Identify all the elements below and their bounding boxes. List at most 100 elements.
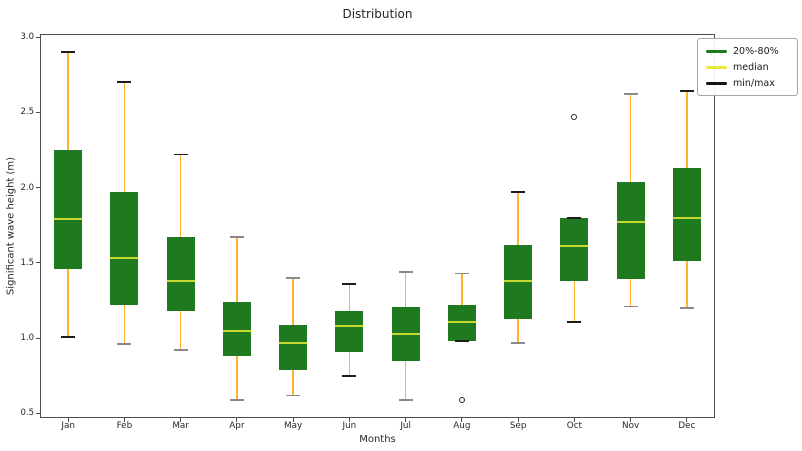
green-line-swatch-icon — [706, 49, 727, 54]
x-tick-label-jul: Jul — [400, 421, 411, 431]
upper-whisker-mar — [179, 154, 182, 238]
median-nov — [616, 221, 645, 224]
max-cap-apr — [229, 236, 244, 239]
lower-whisker-oct — [573, 280, 576, 322]
min-cap-nov — [623, 305, 638, 308]
box-nov — [616, 181, 645, 280]
y-tick-mark — [36, 111, 40, 113]
x-tick-label-aug: Aug — [453, 421, 471, 431]
max-cap-jun — [342, 283, 357, 285]
box-oct — [560, 217, 589, 281]
y-tick-mark — [36, 36, 40, 38]
x-tick-label-feb: Feb — [116, 421, 133, 431]
lower-whisker-nov — [629, 279, 632, 307]
box-may — [279, 324, 308, 370]
lower-whisker-may — [292, 369, 294, 396]
upper-whisker-jan — [67, 52, 69, 150]
y-tick-label: 2.0 — [20, 182, 34, 193]
min-cap-dec — [679, 307, 694, 309]
x-tick-label-nov: Nov — [622, 421, 640, 431]
max-cap-jan — [61, 51, 76, 53]
box-jun — [335, 311, 364, 352]
x-tick-label-mar: Mar — [172, 421, 189, 431]
min-cap-apr — [229, 399, 244, 401]
median-may — [279, 341, 308, 344]
lower-whisker-mar — [179, 311, 182, 351]
outlier-aug — [458, 396, 465, 403]
median-apr — [222, 329, 251, 332]
box-jan — [54, 149, 83, 269]
y-tick-mark — [36, 412, 40, 414]
x-tick-mark — [573, 418, 575, 422]
min-cap-jun — [342, 374, 357, 377]
lower-whisker-jun — [348, 351, 351, 376]
min-cap-may — [286, 394, 301, 397]
x-tick-label-sep: Sep — [509, 421, 527, 431]
y-tick-label: 0.5 — [20, 408, 34, 419]
max-cap-oct — [567, 216, 582, 219]
box-dec — [672, 168, 701, 262]
median-oct — [560, 245, 589, 248]
box-aug — [447, 305, 476, 342]
legend-label-minmax: min/max — [733, 78, 775, 89]
legend-label-median: median — [733, 62, 769, 73]
min-cap-jul — [398, 399, 413, 401]
box-mar — [166, 237, 195, 312]
upper-whisker-sep — [517, 192, 519, 245]
x-tick-label-may: May — [284, 421, 303, 431]
lower-whisker-apr — [236, 356, 238, 400]
upper-whisker-dec — [686, 91, 688, 169]
upper-whisker-apr — [236, 237, 238, 303]
y-tick-label: 1.0 — [20, 333, 34, 344]
min-cap-feb — [117, 343, 132, 346]
chart-title: Distribution — [342, 7, 413, 21]
median-jul — [391, 332, 420, 335]
max-cap-jul — [398, 271, 413, 273]
y-tick-mark — [36, 187, 40, 189]
legend-label-box: 20%-80% — [733, 46, 779, 57]
upper-whisker-aug — [461, 273, 463, 306]
y-tick-label: 2.5 — [20, 107, 34, 118]
median-aug — [447, 320, 476, 323]
upper-whisker-jul — [404, 271, 407, 307]
x-axis-label: Months — [359, 434, 396, 445]
x-tick-label-oct: Oct — [566, 421, 582, 431]
outlier-oct — [571, 113, 578, 120]
x-tick-mark — [292, 418, 294, 422]
lower-whisker-jul — [404, 360, 407, 400]
box-feb — [110, 192, 139, 306]
x-tick-mark — [405, 418, 407, 422]
box-apr — [222, 302, 251, 357]
max-cap-aug — [454, 272, 469, 275]
x-tick-label-jun: Jun — [342, 421, 357, 431]
x-tick-mark — [517, 418, 519, 422]
lower-whisker-feb — [123, 305, 126, 345]
legend-item-minmax: min/max — [706, 78, 789, 89]
y-tick-mark — [36, 337, 40, 339]
lower-whisker-dec — [686, 261, 688, 309]
max-cap-dec — [679, 90, 694, 93]
black-line-swatch-icon — [706, 81, 727, 86]
x-tick-mark — [348, 418, 350, 422]
legend-item-median: median — [706, 62, 789, 73]
lower-whisker-jan — [67, 268, 69, 337]
median-sep — [504, 279, 533, 282]
lower-whisker-sep — [517, 318, 519, 343]
median-mar — [166, 279, 195, 282]
min-cap-oct — [567, 320, 582, 323]
yellow-line-swatch-icon — [706, 65, 727, 70]
x-tick-label-apr: Apr — [229, 421, 245, 431]
upper-whisker-nov — [629, 94, 632, 182]
median-dec — [672, 216, 701, 219]
y-tick-label: 3.0 — [20, 32, 34, 42]
upper-whisker-jun — [348, 283, 351, 312]
x-tick-mark — [236, 418, 238, 422]
max-cap-feb — [117, 81, 132, 84]
max-cap-nov — [623, 93, 638, 96]
x-tick-mark — [123, 418, 125, 422]
min-cap-jan — [61, 335, 76, 338]
x-tick-label-jan: Jan — [61, 421, 75, 431]
x-tick-label-dec: Dec — [678, 421, 696, 431]
median-jan — [54, 218, 83, 221]
x-tick-mark — [630, 418, 632, 422]
